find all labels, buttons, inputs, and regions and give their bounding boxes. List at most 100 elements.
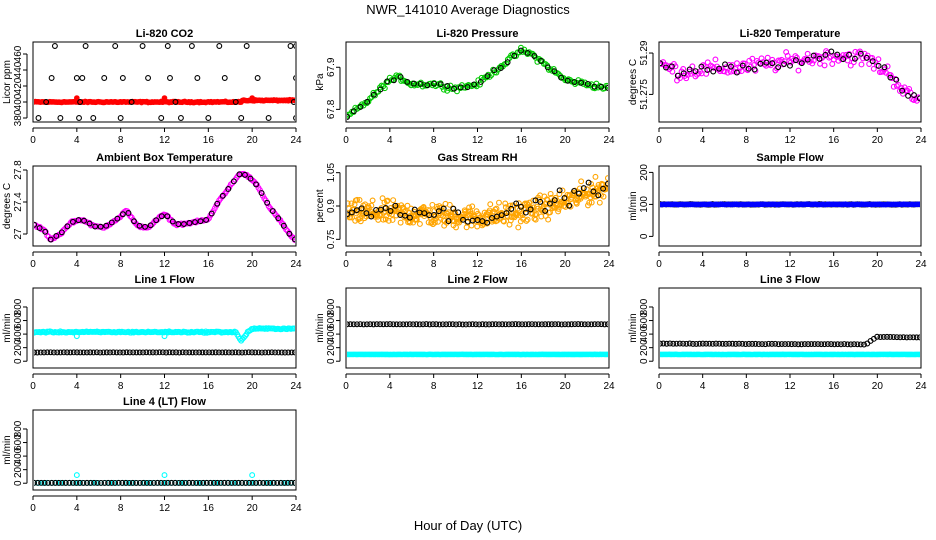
data-point — [512, 321, 519, 328]
data-point — [400, 321, 407, 328]
data-point — [220, 192, 227, 198]
y-tick-label: 800 — [639, 298, 650, 315]
data-point — [591, 321, 598, 328]
data-point — [287, 43, 294, 49]
data-point — [870, 65, 877, 72]
data-point — [834, 51, 841, 58]
data-point — [895, 81, 902, 88]
data-point — [48, 479, 55, 486]
data-point — [153, 349, 160, 356]
data-point — [397, 219, 404, 226]
data-point — [357, 103, 364, 110]
data-point — [595, 321, 601, 328]
y-axis-label: ml/min — [315, 313, 326, 342]
data-point — [396, 321, 403, 328]
y-tick-label: 100 — [639, 196, 650, 213]
data-point — [863, 54, 870, 61]
data-point — [153, 217, 160, 224]
x-tick-label: 0 — [656, 381, 662, 392]
data-point — [224, 479, 231, 486]
x-tick-label: 16 — [828, 259, 840, 270]
data-point — [573, 200, 580, 207]
data-point — [140, 349, 146, 356]
data-point — [221, 479, 228, 486]
y-tick-label: 0 — [13, 480, 24, 486]
y-axis: 0.75 0.9 1.05 — [326, 162, 341, 249]
data-point — [792, 53, 799, 60]
data-point — [531, 53, 538, 60]
y-tick-label: 400 — [639, 325, 650, 342]
data-point — [551, 68, 558, 75]
y-tick-label: 200 — [639, 339, 650, 356]
data-point — [556, 191, 563, 197]
data-point — [716, 340, 723, 347]
data-point — [801, 341, 808, 348]
data-point — [149, 349, 156, 356]
data-point — [668, 63, 675, 70]
data-point — [161, 95, 168, 101]
data-point — [236, 171, 243, 178]
x-tick-label: 8 — [118, 381, 124, 392]
data-point — [169, 218, 176, 225]
y-tick-label: 400 — [13, 325, 24, 342]
data-point — [264, 199, 271, 206]
data-point — [815, 341, 821, 348]
data-point — [265, 115, 272, 121]
data-point — [363, 210, 370, 217]
data-point — [136, 222, 143, 229]
data-point — [571, 187, 578, 194]
data-point — [759, 341, 765, 347]
data-point — [529, 321, 535, 328]
data-point — [847, 341, 854, 348]
data-point — [80, 479, 87, 486]
data-point — [844, 341, 851, 348]
data-point — [370, 321, 377, 328]
data-point — [469, 203, 476, 210]
data-point — [547, 190, 554, 197]
data-point — [605, 351, 608, 358]
data-point — [663, 340, 670, 347]
data-point — [91, 479, 97, 486]
x-axis: 0 4 8 12 16 20 24 — [30, 373, 302, 392]
data-point — [482, 321, 489, 328]
x-axis: 0 4 8 12 16 20 24 — [30, 495, 302, 514]
data-point — [532, 216, 539, 223]
data-point — [751, 66, 758, 73]
data-point — [712, 56, 719, 63]
data-point — [382, 205, 389, 211]
data-point — [680, 70, 687, 77]
x-tick-label: 16 — [203, 503, 215, 514]
data-point — [545, 216, 552, 223]
data-point — [402, 212, 409, 219]
data-point — [290, 99, 295, 105]
data-point — [196, 479, 203, 486]
data-point — [522, 321, 529, 328]
data-point — [466, 321, 473, 328]
data-point — [206, 349, 213, 356]
data-point — [578, 321, 585, 328]
data-point — [390, 197, 397, 204]
data-point — [450, 205, 457, 212]
data-point — [50, 349, 57, 356]
data-point — [732, 340, 739, 347]
data-point — [903, 334, 910, 341]
data-point — [581, 79, 588, 86]
data-point — [228, 479, 235, 486]
data-point — [158, 479, 164, 486]
panel-sample: Sample Flow ml/min 0 4 8 12 16 20 24 0 100 200 — [628, 152, 927, 270]
data-point — [45, 479, 52, 486]
data-point — [347, 211, 351, 218]
data-point — [150, 479, 157, 486]
panel-title: Li-820 Temperature — [740, 28, 841, 40]
data-point — [188, 43, 195, 49]
data-point — [169, 349, 176, 356]
data-point — [900, 90, 906, 97]
plot-frame — [345, 41, 610, 123]
data-point — [163, 349, 170, 356]
data-point — [221, 75, 228, 81]
x-tick-label: 12 — [784, 135, 796, 146]
data-point — [280, 222, 287, 229]
data-point — [57, 328, 64, 335]
data-point — [360, 321, 367, 328]
x-axis: 0 4 8 12 16 20 24 — [656, 251, 927, 270]
